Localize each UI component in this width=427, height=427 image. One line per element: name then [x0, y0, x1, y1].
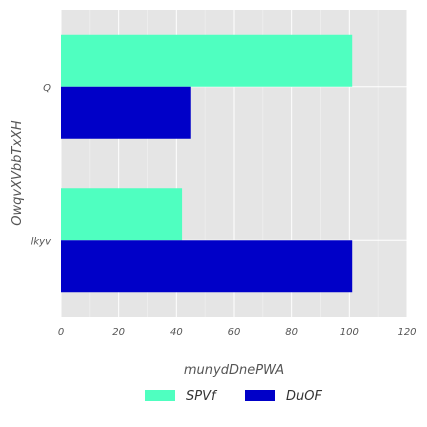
bar-DuOF-Q [61, 86, 191, 139]
legend-swatch-DuOF [245, 390, 275, 401]
x-tick-label: 120 [397, 327, 416, 338]
bars [61, 34, 353, 293]
x-tick-label: 80 [285, 327, 298, 338]
x-tick-label: 0 [58, 327, 64, 338]
bar-SPVf-Q [61, 34, 353, 87]
legend-label-SPVf: SPVf [186, 389, 218, 404]
legend-label-DuOF: DuOF [286, 389, 322, 404]
y-tick-label: lkyv [31, 236, 52, 247]
bar-DuOF-lkyv [61, 240, 353, 293]
x-tick-labels: 0 20 40 60 80 100 120 [58, 327, 417, 338]
x-tick-label: 40 [170, 327, 183, 338]
legend-swatch-SPVf [145, 390, 175, 401]
bar-SPVf-lkyv [61, 188, 183, 241]
x-tick-label: 100 [340, 327, 359, 338]
legend: SPVf DuOF [145, 389, 322, 404]
x-tick-label: 60 [228, 327, 241, 338]
y-axis-label: OwqvXVbbTxXH [10, 120, 25, 226]
x-axis-label: munydDnePWA [184, 363, 284, 378]
y-tick-label: Q [43, 83, 51, 94]
x-tick-label: 20 [112, 327, 125, 338]
